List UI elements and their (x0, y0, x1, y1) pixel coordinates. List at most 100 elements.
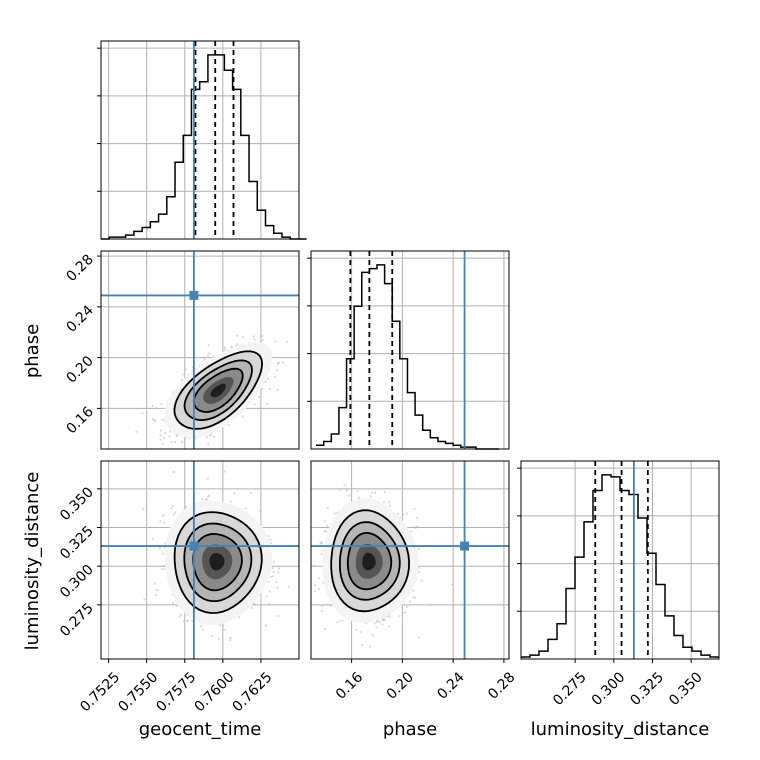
sample-point (267, 534, 270, 538)
sample-point (228, 424, 231, 427)
sample-point (265, 624, 268, 627)
sample-point (191, 619, 194, 623)
xtick-label-luminosity_distance-2: 0.325 (627, 669, 667, 709)
sample-point (410, 530, 413, 533)
sample-point (412, 589, 415, 592)
sample-point (382, 619, 386, 622)
sample-point (155, 406, 158, 410)
sample-point (206, 498, 209, 501)
sample-point (194, 437, 197, 440)
sample-point (313, 583, 317, 586)
sample-point (224, 348, 227, 351)
sample-point (414, 596, 417, 599)
sample-point (388, 615, 391, 618)
sample-point (261, 338, 264, 342)
sample-point (336, 621, 339, 624)
sample-point (207, 343, 210, 347)
contour-1 (339, 521, 401, 601)
sample-point (252, 335, 255, 338)
sample-point (207, 495, 210, 498)
sample-point (259, 509, 262, 513)
xtick-label-luminosity_distance-3: 0.350 (666, 669, 706, 709)
hist-line-luminosity_distance (521, 474, 719, 658)
sample-point (383, 490, 386, 494)
sample-point (271, 575, 274, 578)
sample-point (163, 567, 166, 571)
sample-point (266, 403, 269, 406)
sample-point (369, 494, 372, 498)
sample-point (270, 542, 273, 545)
sample-point (206, 354, 210, 357)
sample-point (343, 484, 346, 487)
sample-point (153, 419, 156, 422)
density-panel-geocent_time-luminosity_distance (100, 460, 300, 660)
truth-marker (189, 541, 199, 551)
xlabel-geocent-time: geocent_time (139, 719, 262, 740)
sample-point (329, 604, 332, 608)
ylabel-phase: phase (22, 324, 43, 378)
hist-line-geocent_time (101, 54, 307, 240)
sample-point (250, 491, 253, 495)
sample-point (320, 610, 323, 613)
sample-point (348, 494, 351, 497)
sample-point (417, 547, 420, 551)
sample-point (420, 579, 423, 582)
sample-point (320, 552, 323, 556)
sample-point (326, 506, 329, 509)
sample-point (398, 614, 401, 618)
sample-point (273, 375, 277, 379)
sample-point (164, 431, 167, 435)
sample-point (266, 377, 270, 380)
ytick-label-luminosity_distance-3: 0.350 (57, 484, 97, 524)
truth-marker (189, 290, 199, 300)
sample-point (313, 590, 317, 593)
sample-point (287, 585, 290, 588)
sample-point (388, 625, 391, 628)
sample-point (168, 455, 170, 457)
density-panel-geocent_time-phase (100, 250, 300, 460)
sample-point (151, 418, 155, 421)
sample-point (338, 488, 341, 491)
sample-point (276, 388, 279, 391)
sample-point (285, 340, 289, 343)
sample-point (171, 504, 174, 508)
sample-point (257, 395, 261, 399)
ytick-label-phase-2: 0.24 (63, 302, 96, 335)
sample-point (162, 521, 166, 524)
sample-point (269, 575, 273, 578)
sample-point (429, 603, 432, 607)
xtick-label-geocent_time-0: 0.7525 (77, 669, 123, 715)
sample-point (326, 525, 329, 528)
sample-point (195, 454, 197, 456)
contour-0 (173, 350, 264, 430)
sample-point (159, 429, 162, 432)
sample-point (172, 513, 175, 516)
sample-point (208, 352, 211, 355)
sample-point (223, 346, 226, 349)
sample-point (417, 636, 420, 639)
sample-point (405, 605, 408, 608)
ylabel-luminosity-distance: luminosity_distance (22, 472, 43, 651)
sample-point (369, 645, 372, 648)
sample-point (206, 477, 209, 480)
sample-point (253, 403, 256, 406)
sample-point (205, 458, 207, 460)
sample-point (375, 626, 378, 629)
panel-frame (310, 460, 510, 660)
sample-point (371, 491, 374, 494)
sample-point (320, 541, 324, 544)
sample-point (182, 620, 185, 623)
sample-point (203, 358, 206, 361)
hist-panel-phase (307, 250, 510, 450)
hist-frame (520, 460, 720, 660)
sample-point (182, 373, 185, 376)
sample-point (318, 587, 321, 591)
xlabel-luminosity-distance: luminosity_distance (531, 719, 710, 740)
panel-frame (100, 250, 300, 450)
sample-point (172, 470, 175, 474)
sample-point (238, 616, 241, 619)
sample-point (260, 387, 263, 391)
ytick-label-luminosity_distance-0: 0.275 (57, 600, 97, 640)
panels-layer (97, 40, 720, 660)
ytick-label-phase-3: 0.28 (63, 252, 96, 285)
